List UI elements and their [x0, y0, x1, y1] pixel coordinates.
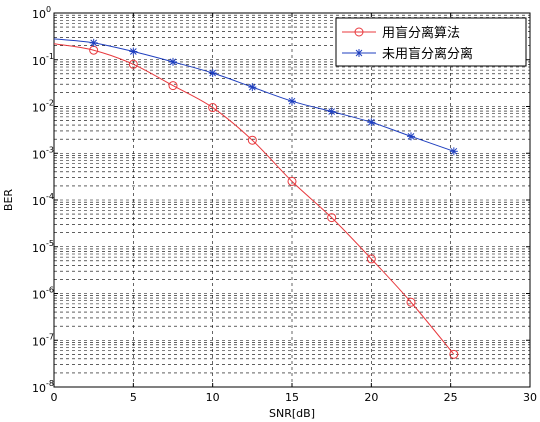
y-tick-label: 10-3	[32, 145, 54, 161]
data-point	[354, 27, 364, 37]
y-tick-exponent: -3	[46, 145, 54, 154]
legend-entry: 未用盲分离分离	[342, 46, 473, 62]
y-tick-label: 10-1	[32, 52, 54, 68]
x-axis-label: SNR[dB]	[269, 407, 315, 420]
x-axis-ticks: 0 5 10 15 20 25 30	[51, 13, 537, 404]
series-layer	[53, 38, 459, 359]
y-tick-exponent: -5	[46, 239, 54, 248]
y-axis-label: BER	[2, 189, 15, 211]
x-tick-label: 15	[285, 391, 299, 404]
data-point	[168, 81, 178, 91]
y-tick-label: 100	[32, 5, 51, 21]
x-tick-label: 5	[130, 391, 137, 404]
legend-label: 未用盲分离分离	[382, 46, 473, 62]
data-point	[208, 103, 218, 113]
data-point	[208, 69, 217, 78]
data-point	[248, 83, 257, 92]
series-line	[53, 43, 455, 355]
y-tick-label: 10-5	[32, 239, 54, 255]
data-point	[247, 135, 257, 145]
data-point	[287, 176, 297, 186]
y-tick-exponent: -8	[46, 379, 54, 388]
data-point	[355, 49, 363, 57]
data-point	[129, 47, 138, 56]
y-tick-label: 10-7	[32, 332, 54, 348]
data-point	[327, 107, 336, 116]
y-tick-exponent: -1	[46, 52, 54, 61]
y-tick-exponent: -4	[46, 192, 54, 201]
y-tick-label: 10-4	[32, 192, 54, 208]
legend-entry: 用盲分离算法	[342, 25, 460, 41]
legend-box	[335, 17, 527, 67]
data-point	[288, 97, 296, 106]
data-point	[449, 147, 458, 156]
data-point	[367, 118, 376, 127]
data-point	[327, 213, 337, 223]
grid-lines	[54, 13, 530, 387]
x-tick-label: 30	[523, 391, 537, 404]
y-tick-label: 10-8	[32, 379, 54, 395]
y-tick-exponent: -2	[46, 99, 54, 108]
data-point	[449, 349, 459, 359]
data-point	[407, 132, 415, 141]
data-point	[406, 297, 416, 307]
y-tick-exponent: -6	[46, 286, 54, 295]
data-point	[169, 57, 177, 66]
series-2	[53, 38, 458, 156]
data-point	[366, 254, 376, 264]
y-tick-label: 10-6	[32, 286, 54, 302]
data-point	[128, 59, 138, 69]
x-tick-label: 25	[444, 391, 458, 404]
data-point	[89, 38, 98, 47]
legend-label: 用盲分离算法	[382, 25, 460, 41]
x-tick-label: 20	[364, 391, 378, 404]
y-tick-exponent: 0	[46, 5, 51, 14]
y-tick-label: 10-2	[32, 99, 54, 115]
x-tick-label: 0	[51, 391, 58, 404]
y-axis-ticks: 100 10-1 10-2 10-3 10-4 10-5 10-6 10-7 10-8	[32, 5, 530, 395]
y-tick-exponent: -7	[46, 332, 54, 341]
x-tick-label: 10	[206, 391, 220, 404]
series-1	[53, 43, 459, 359]
